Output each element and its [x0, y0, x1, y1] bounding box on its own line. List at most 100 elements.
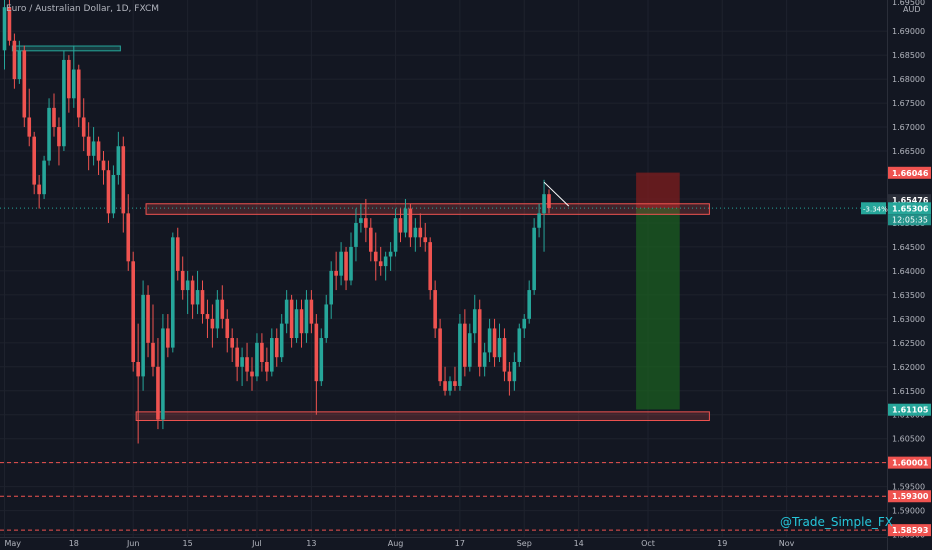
candle	[215, 290, 220, 339]
candle	[195, 270, 200, 315]
countdown-text: 12:05:35	[892, 215, 928, 224]
candle	[205, 299, 210, 339]
candle	[22, 45, 27, 128]
y-tick-label: 1.69000	[892, 27, 925, 36]
candle-body	[398, 218, 403, 233]
candle-body	[527, 290, 531, 319]
candle	[62, 50, 66, 152]
candle	[210, 304, 215, 348]
candle-body	[453, 381, 457, 386]
candle	[448, 376, 452, 396]
candle	[433, 280, 437, 339]
candle-body	[413, 227, 418, 238]
candle	[463, 309, 467, 377]
level-b-badge-text: 1.59300	[892, 492, 929, 501]
candle-body	[334, 270, 338, 276]
x-tick-label: Jul	[251, 539, 262, 548]
x-tick-label: 17	[455, 539, 465, 548]
stop-price-badge-text: 1.66046	[892, 169, 929, 178]
stop-price-badge: 1.66046	[888, 166, 931, 179]
candle	[250, 357, 254, 391]
x-tick-label: 14	[574, 539, 584, 548]
candle-body	[260, 342, 264, 362]
candle	[151, 304, 155, 377]
candle	[364, 198, 368, 243]
candle	[225, 309, 230, 353]
candle	[388, 242, 393, 271]
candle-body	[57, 127, 61, 147]
candle	[334, 251, 338, 291]
candle	[443, 366, 447, 396]
y-tick-label: 1.62000	[892, 363, 925, 372]
current-price-badge-text: 1.65306	[892, 204, 929, 213]
candle	[453, 366, 457, 391]
candle-body	[255, 342, 259, 377]
candle-body	[86, 136, 91, 156]
candle-body	[433, 290, 437, 329]
x-axis: May 18 Jun 15 Jul 13 Aug 17 Sep 14 Oct 19 Nov	[5, 539, 795, 548]
candle	[354, 208, 358, 262]
candle-body	[369, 227, 373, 252]
candle-body	[121, 146, 126, 214]
candle-body	[190, 280, 195, 305]
level-b-badge: 1.59300	[888, 490, 931, 503]
candle-body	[195, 290, 200, 305]
candle	[284, 290, 289, 334]
candle	[136, 323, 140, 444]
candles	[2, 0, 551, 444]
stop-price-badge-bg	[888, 166, 931, 179]
change-bg	[861, 202, 886, 215]
candle-body	[91, 141, 96, 156]
stop-loss-box	[636, 172, 680, 209]
candle	[126, 194, 131, 271]
candle-body	[517, 328, 522, 362]
candle	[180, 256, 185, 300]
candle	[359, 203, 363, 233]
countdown-badge: 12:05:35	[888, 214, 931, 226]
candle	[190, 275, 195, 319]
candle-body	[418, 227, 423, 238]
candle-body	[304, 299, 309, 334]
candle	[156, 338, 160, 430]
zone-resistance	[145, 203, 710, 215]
candle	[378, 246, 383, 276]
candle	[230, 328, 234, 362]
candle-body	[2, 7, 7, 51]
candle	[517, 323, 522, 367]
candle	[482, 342, 487, 377]
candle	[57, 117, 61, 166]
candle	[96, 136, 101, 176]
candle-body	[67, 59, 71, 99]
y-tick-label: 1.63000	[892, 315, 925, 324]
candle	[408, 203, 413, 247]
candle-body	[299, 309, 304, 334]
candle	[289, 294, 294, 348]
candle	[403, 198, 408, 238]
candle-body	[106, 170, 111, 214]
candle	[101, 151, 106, 185]
candle-body	[487, 328, 492, 353]
candle	[304, 290, 309, 343]
candle-body	[205, 314, 210, 319]
candle	[527, 280, 531, 324]
candle	[2, 0, 7, 70]
candle	[418, 213, 423, 247]
candle-body	[472, 309, 477, 334]
level-b-badge-bg	[888, 490, 931, 503]
candle-body	[225, 318, 230, 339]
candle	[200, 280, 205, 324]
y-tick-label: 1.61500	[892, 387, 925, 396]
x-tick-label: Oct	[641, 539, 655, 548]
countdown-bg	[888, 214, 931, 226]
candle-body	[111, 175, 116, 214]
change-badge: -3.34%	[861, 202, 888, 215]
x-tick-label: Nov	[779, 539, 795, 548]
candle-body	[32, 136, 36, 185]
candle	[344, 246, 348, 291]
candle	[393, 208, 398, 257]
candle	[131, 251, 135, 372]
candle	[423, 222, 428, 252]
candle	[309, 290, 314, 334]
zone-old_high	[11, 45, 121, 52]
